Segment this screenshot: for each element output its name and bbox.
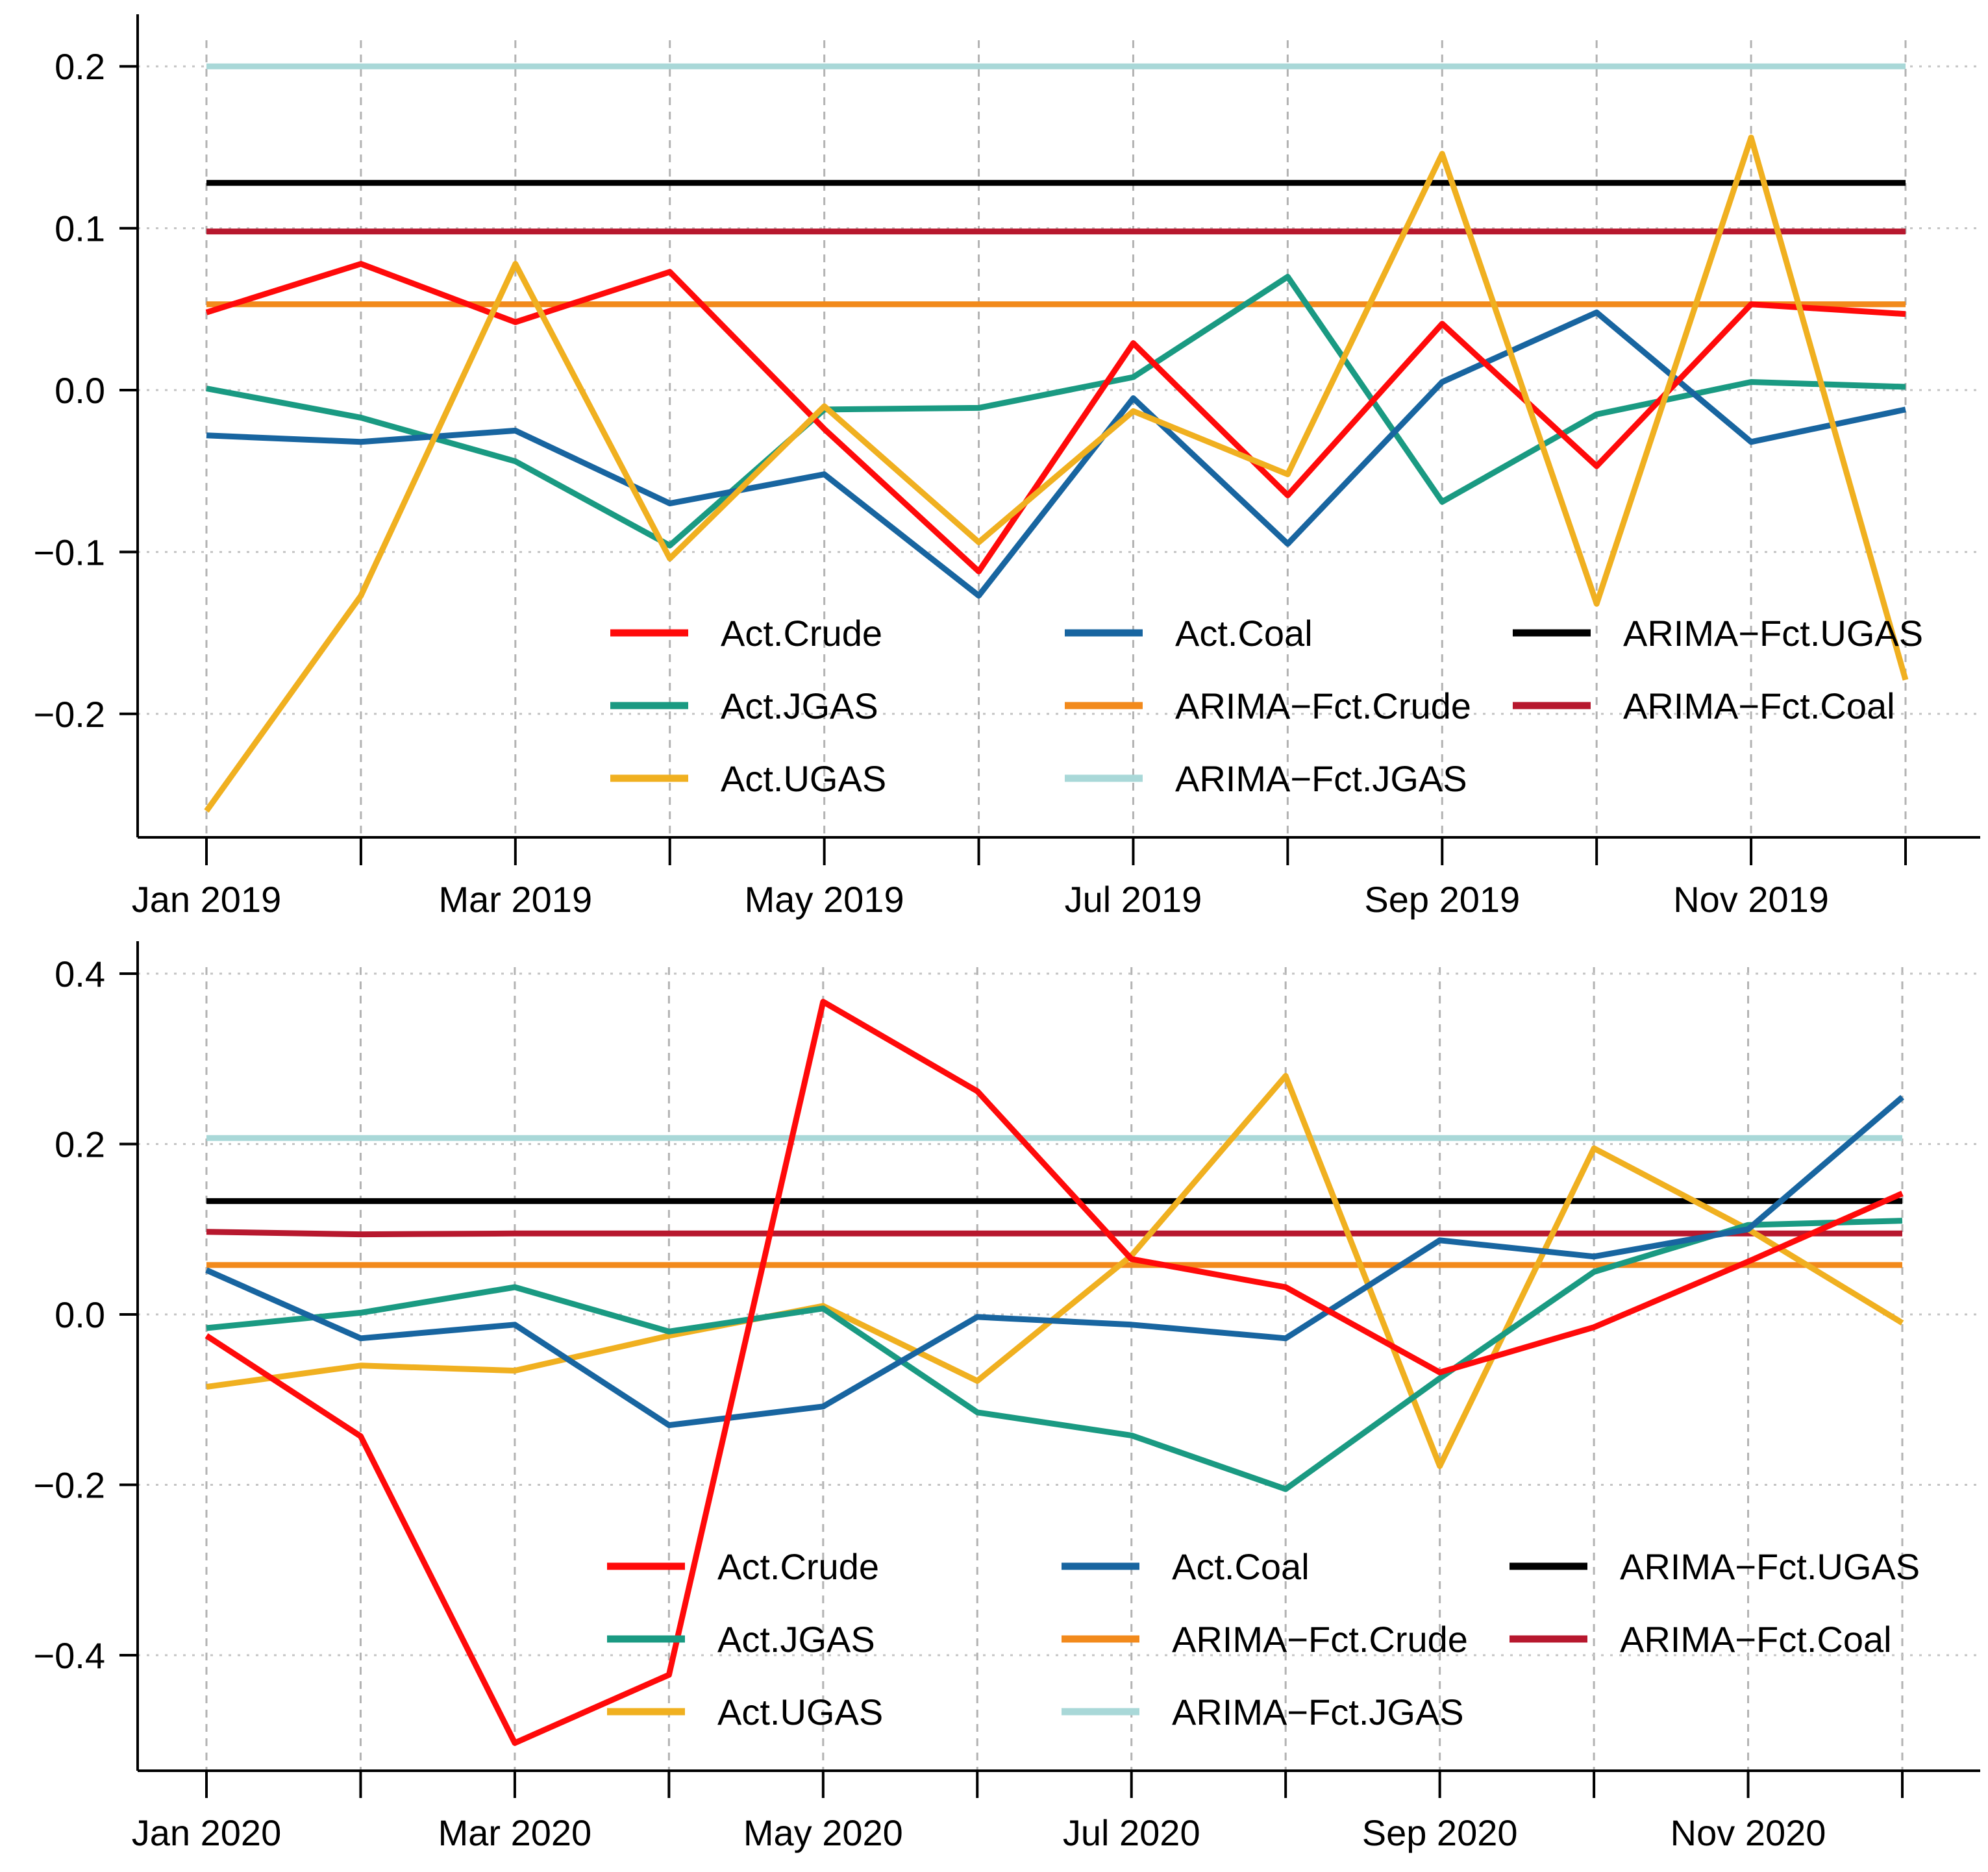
legend-label: ARIMA−Fct.Crude <box>1172 1619 1468 1660</box>
chart-panel-1: −0.2 −0.1 0.0 0.1 0.2 Jan 2019 Mar 2019 May 201… <box>33 14 1980 920</box>
legend-label: Act.UGAS <box>721 758 886 799</box>
x-tick-label: Nov 2020 <box>1671 1812 1826 1853</box>
legend-label: ARIMA−Fct.UGAS <box>1620 1546 1920 1587</box>
series-line-act-ugas <box>204 134 1909 813</box>
legend-label: ARIMA−Fct.Crude <box>1175 685 1471 726</box>
y-tick-label: 0.0 <box>55 370 105 411</box>
x-tick-label: Jul 2020 <box>1063 1812 1200 1853</box>
legend-label: Act.JGAS <box>721 685 878 726</box>
series-line-arima-fct-coal <box>206 1229 1902 1238</box>
y-tick-label: −0.1 <box>33 532 105 573</box>
x-tick-label: Jan 2020 <box>132 1812 281 1853</box>
y-tick-label: −0.2 <box>33 694 105 735</box>
legend: Act.Crude Act.JGAS Act.UGAS Act.Coal ARIMA−F… <box>607 1546 1920 1732</box>
series-line-act-jgas <box>206 273 1906 548</box>
x-tick-label: Mar 2020 <box>438 1812 592 1853</box>
legend-label: ARIMA−Fct.UGAS <box>1623 613 1923 654</box>
legend-label: ARIMA−Fct.JGAS <box>1172 1692 1464 1732</box>
legend-label: Act.UGAS <box>717 1692 883 1732</box>
y-tick-label: −0.4 <box>33 1635 105 1676</box>
x-tick-label: May 2020 <box>743 1812 903 1853</box>
x-tick-label: Nov 2019 <box>1673 879 1829 920</box>
legend-label: Act.JGAS <box>717 1619 875 1660</box>
series-line-act-ugas <box>206 1073 1904 1470</box>
x-tick-label: Mar 2019 <box>439 879 593 920</box>
x-tick-label: Sep 2020 <box>1362 1812 1518 1853</box>
x-tick-label: Jul 2019 <box>1065 879 1202 920</box>
chart-panel-2: −0.4 −0.2 0.0 0.2 0.4 Jan 2020 Mar 2020 May 202… <box>33 941 1980 1853</box>
y-tick-label: 0.0 <box>55 1294 105 1335</box>
legend-label: Act.Crude <box>721 613 882 654</box>
y-tick-label: 0.2 <box>55 1124 105 1165</box>
series-line-act-jgas <box>206 1218 1903 1492</box>
y-tick-label: −0.2 <box>33 1465 105 1506</box>
legend-label: ARIMA−Fct.JGAS <box>1175 758 1467 799</box>
legend-label: ARIMA−Fct.Coal <box>1623 685 1895 726</box>
legend-label: Act.Crude <box>717 1546 879 1587</box>
x-tick-label: May 2019 <box>745 879 904 920</box>
series-line-act-coal <box>205 1094 1904 1429</box>
legend: Act.Crude Act.JGAS Act.UGAS Act.Coal ARIMA−F… <box>610 613 1923 799</box>
x-tick-label: Jan 2019 <box>132 879 281 920</box>
series-line-act-coal <box>206 309 1906 599</box>
y-tick-label: 0.1 <box>55 208 105 249</box>
series-line-act-crude <box>205 998 1904 1746</box>
series-line-act-crude <box>205 261 1906 574</box>
y-tick-label: 0.4 <box>55 954 105 994</box>
y-tick-label: 0.2 <box>55 46 105 87</box>
legend-label: Act.Coal <box>1172 1546 1310 1587</box>
x-tick-label: Sep 2019 <box>1364 879 1520 920</box>
legend-label: Act.Coal <box>1175 613 1313 654</box>
legend-label: ARIMA−Fct.Coal <box>1620 1619 1892 1660</box>
